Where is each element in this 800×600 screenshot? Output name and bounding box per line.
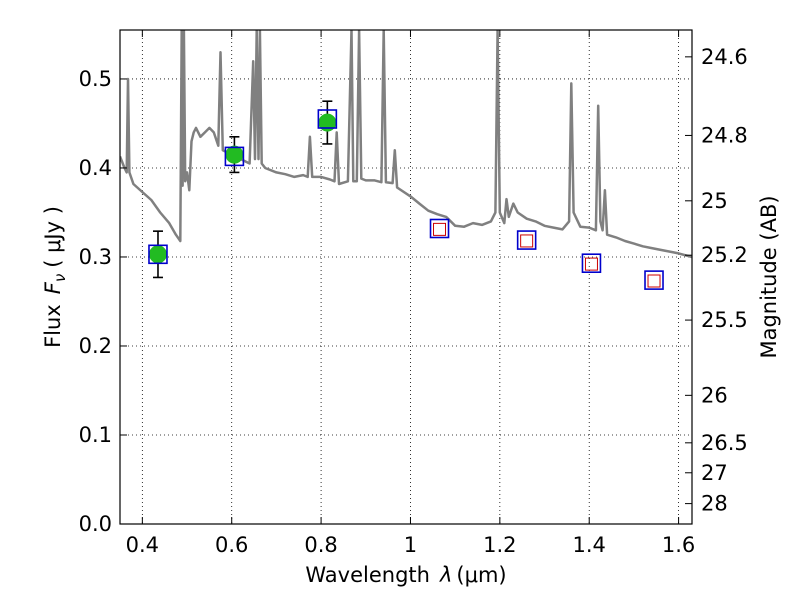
y-tick-label: 0.4 <box>79 156 112 180</box>
x-tick-label: 0.6 <box>215 533 248 557</box>
grid <box>120 30 692 525</box>
predicted-box <box>520 234 534 248</box>
x-axis-label: Wavelength λ (μm) <box>305 563 506 587</box>
predicted-box <box>647 274 661 288</box>
predicted-box <box>433 222 447 236</box>
model-photometry-box <box>148 244 168 265</box>
observed-point <box>225 145 244 164</box>
x-tick-label: 1.2 <box>483 533 516 557</box>
model-photometry-box <box>429 218 450 239</box>
plot-frame <box>119 29 693 525</box>
y2-tick-label: 25 <box>701 189 728 213</box>
y-tick-label: 0.3 <box>79 245 112 269</box>
y2-axis-label: Magnitude (AB) <box>757 195 781 358</box>
x-tick-label: 1.6 <box>662 533 695 557</box>
model-photometry-box <box>317 109 338 129</box>
y2-tick-label: 25.2 <box>701 243 748 267</box>
y2-tick-label: 25.5 <box>701 308 748 332</box>
x-tick-label: 1 <box>404 533 417 557</box>
y-tick-label: 0.1 <box>79 423 112 447</box>
y2-tick-label: 26 <box>701 383 728 407</box>
model-photometry-box <box>224 146 245 167</box>
y-tick-label: 0.2 <box>79 334 112 358</box>
y2-tick-label: 26.5 <box>701 431 748 455</box>
observed-point <box>148 245 167 264</box>
ticks: 0.4 0.6 0.8 1 1.2 1.4 1.6 0.0 0.1 0.2 0.3 0.4 0.5 24.… <box>79 30 748 557</box>
y-axis-label: FluxFν( μJy ) <box>41 206 69 348</box>
x-tick-label: 0.8 <box>304 533 337 557</box>
y2-tick-label: 24.6 <box>701 45 748 69</box>
y2-tick-label: 28 <box>701 492 728 516</box>
x-tick-label: 0.4 <box>126 533 159 557</box>
model-photometry-box <box>581 253 602 274</box>
y2-tick-label: 24.8 <box>701 123 748 147</box>
y-tick-label: 0.0 <box>79 512 112 536</box>
model-photometry-box <box>516 230 537 250</box>
predicted-box <box>584 257 598 271</box>
sed-model-curve <box>120 30 692 259</box>
y2-tick-label: 27 <box>701 461 728 485</box>
x-tick-label: 1.4 <box>573 533 606 557</box>
y-tick-label: 0.5 <box>79 67 112 91</box>
model-photometry-box <box>644 270 664 290</box>
data-marks <box>148 100 664 290</box>
